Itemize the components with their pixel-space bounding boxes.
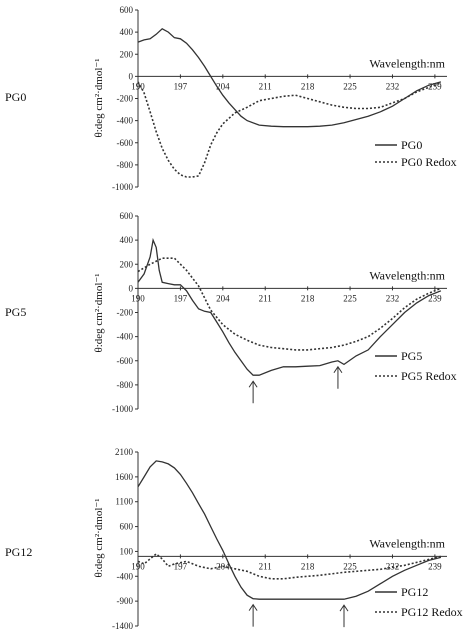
y-tick-label: -200 <box>117 94 134 104</box>
x-tick-label: 211 <box>259 561 272 571</box>
x-tick-label: 225 <box>343 561 357 571</box>
x-tick-label: 232 <box>386 81 400 91</box>
x-tick-label: 211 <box>259 293 272 303</box>
x-tick-label: 218 <box>301 81 315 91</box>
series-line-native <box>137 460 442 600</box>
series-line-native <box>137 237 442 376</box>
legend-label: PG12 <box>401 585 428 599</box>
x-tick-label: 239 <box>428 293 442 303</box>
series-line-redox <box>137 81 442 178</box>
panel-label: PG0 <box>5 90 26 104</box>
x-tick-label: 204 <box>216 293 230 303</box>
x-tick-label: 225 <box>343 81 357 91</box>
y-tick-label: -600 <box>117 356 134 366</box>
panel-label: PG12 <box>5 545 32 559</box>
x-tick-label: 218 <box>301 561 315 571</box>
legend-label: PG0 <box>401 138 422 152</box>
series-line-redox <box>137 257 442 351</box>
y-tick-label: 200 <box>120 259 134 269</box>
x-tick-label: 232 <box>386 561 400 571</box>
y-tick-label: 600 <box>120 211 134 221</box>
y-tick-label: -200 <box>117 308 134 318</box>
y-tick-label: 200 <box>120 49 134 59</box>
legend-label: PG5 <box>401 349 422 363</box>
annotation-arrow-head <box>339 604 349 612</box>
annotation-arrow-head <box>248 603 258 611</box>
series-line-redox <box>137 552 442 580</box>
y-tick-label: -800 <box>117 380 134 390</box>
annotation-arrow-head <box>333 365 343 374</box>
y-tick-label: -1400 <box>112 621 133 631</box>
y-tick-label: -400 <box>117 116 134 126</box>
y-tick-label: 0 <box>129 71 134 81</box>
y-tick-label: -400 <box>117 571 134 581</box>
y-tick-label: -600 <box>117 138 134 148</box>
y-tick-label: -400 <box>117 332 134 342</box>
x-tick-label: 239 <box>428 561 442 571</box>
x-axis-label: Wavelength:nm <box>369 268 445 282</box>
y-axis-label: θ:deg cm²·dmol⁻¹ <box>93 273 105 352</box>
y-tick-label: 1100 <box>115 497 133 507</box>
x-axis-label: Wavelength:nm <box>369 56 445 70</box>
x-tick-label: 232 <box>386 293 400 303</box>
y-tick-label: 2100 <box>115 447 134 457</box>
x-axis-label: Wavelength:nm <box>369 536 445 550</box>
y-tick-label: 0 <box>129 283 134 293</box>
y-tick-label: 600 <box>120 522 134 532</box>
x-tick-label: 239 <box>428 81 442 91</box>
legend-label: PG5 Redox <box>401 369 457 383</box>
legend-label: PG0 Redox <box>401 155 457 169</box>
y-tick-label: 400 <box>120 235 134 245</box>
y-axis-label: θ:deg cm²·dmol⁻¹ <box>93 58 105 137</box>
x-tick-label: 190 <box>131 561 145 571</box>
y-tick-label: -900 <box>117 596 134 606</box>
y-tick-label: -1000 <box>112 182 133 192</box>
x-tick-label: 190 <box>131 293 145 303</box>
y-tick-label: -800 <box>117 160 134 170</box>
x-tick-label: 218 <box>301 293 315 303</box>
y-tick-label: 100 <box>120 546 134 556</box>
panel-label: PG5 <box>5 305 26 319</box>
x-tick-label: 197 <box>174 293 188 303</box>
chart-panel-pg5: 600 400 200 0 -200 -400 -600 -800 -1000 190 197 204… <box>5 211 457 414</box>
y-tick-label: 1600 <box>115 472 134 482</box>
series-line-native <box>137 28 442 128</box>
x-tick-label: 197 <box>174 561 188 571</box>
y-tick-label: 400 <box>120 27 134 37</box>
x-tick-label: 190 <box>131 81 145 91</box>
y-axis-label: θ:deg cm²·dmol⁻¹ <box>93 498 105 577</box>
x-tick-label: 211 <box>259 81 272 91</box>
x-tick-label: 225 <box>343 293 357 303</box>
y-tick-label: 600 <box>120 5 134 15</box>
legend-label: PG12 Redox <box>401 605 463 619</box>
y-tick-label: -1000 <box>112 404 133 414</box>
chart-panel-pg0: 600 400 200 0 -200 -400 -600 -800 -1000 190 197 204… <box>5 5 457 192</box>
x-tick-label: 197 <box>174 81 188 91</box>
annotation-arrow-head <box>248 380 258 388</box>
x-tick-label: 204 <box>216 81 230 91</box>
